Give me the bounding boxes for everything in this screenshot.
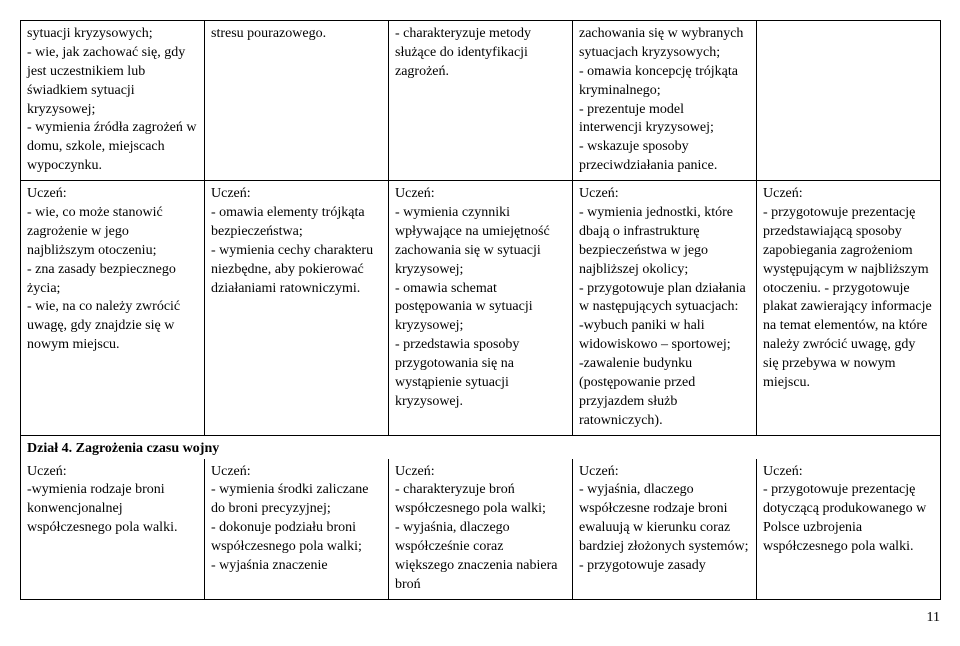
table-row: Uczeń:- wie, co może stanowić zagrożenie… (21, 181, 941, 436)
section-header-cell: Dział 4. Zagrożenia czasu wojny (21, 435, 941, 458)
section-header-text: Dział 4. Zagrożenia czasu wojny (27, 441, 219, 456)
cell: Uczeń:- przygotowuje prezentację przedst… (757, 181, 941, 436)
cell: stresu pourazowego. (205, 21, 389, 181)
cell: sytuacji kryzysowych;- wie, jak zachować… (21, 21, 205, 181)
cell: Uczeń:- omawia elementy trójkąta bezpiec… (205, 181, 389, 436)
page-number: 11 (20, 610, 940, 626)
table-row: Uczeń:-wymienia rodzaje broni konwencjon… (21, 459, 941, 600)
table-body: sytuacji kryzysowych;- wie, jak zachować… (21, 21, 941, 600)
cell: Uczeń:- wymienia jednostki, które dbają … (573, 181, 757, 436)
cell: Uczeń:- charakteryzuje broń współczesneg… (389, 459, 573, 600)
cell: Uczeń:- przygotowuje prezentację dotyczą… (757, 459, 941, 600)
curriculum-table: sytuacji kryzysowych;- wie, jak zachować… (20, 20, 941, 600)
cell: Uczeń:- wymienia czynniki wpływające na … (389, 181, 573, 436)
cell (757, 21, 941, 181)
section-header-row: Dział 4. Zagrożenia czasu wojny (21, 435, 941, 458)
table-row: sytuacji kryzysowych;- wie, jak zachować… (21, 21, 941, 181)
cell: Uczeń:- wyjaśnia, dlaczego współczesne r… (573, 459, 757, 600)
cell: Uczeń:- wymienia środki zaliczane do bro… (205, 459, 389, 600)
cell: zachowania się w wybranych sytuacjach kr… (573, 21, 757, 181)
cell: - charakteryzuje metody służące do ident… (389, 21, 573, 181)
cell: Uczeń:-wymienia rodzaje broni konwencjon… (21, 459, 205, 600)
cell: Uczeń:- wie, co może stanowić zagrożenie… (21, 181, 205, 436)
